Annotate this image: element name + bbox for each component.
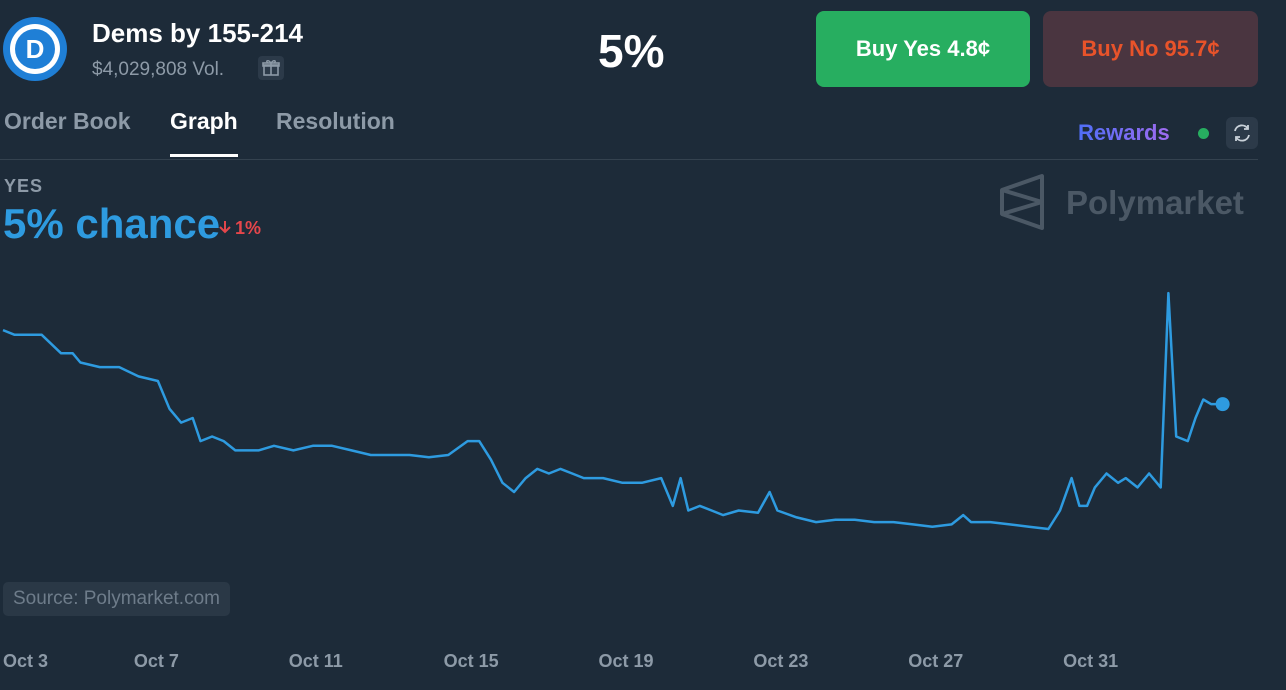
polymarket-logo-icon: [1000, 174, 1044, 230]
tab-resolution[interactable]: Resolution: [276, 108, 395, 134]
refresh-button[interactable]: [1226, 117, 1258, 149]
market-volume: $4,029,808 Vol.: [92, 59, 225, 80]
buy-yes-button[interactable]: Buy Yes 4.8¢: [816, 11, 1030, 87]
buy-no-button[interactable]: Buy No 95.7¢: [1043, 11, 1258, 87]
tab-order-book[interactable]: Order Book: [4, 108, 131, 134]
arrow-down-icon: [219, 218, 231, 239]
x-tick-label: Oct 23: [753, 651, 808, 671]
x-tick-label: Oct 19: [599, 651, 654, 671]
outcome-label: YES: [4, 176, 44, 196]
x-tick-label: Oct 27: [908, 651, 963, 671]
source-label: Source: Polymarket.com: [3, 582, 230, 616]
market-tabs: Order Book Graph Resolution Rewards: [0, 104, 1258, 160]
x-tick-label: Oct 31: [1063, 651, 1118, 671]
live-status-dot: [1198, 128, 1209, 139]
polymarket-wordmark: Polymarket: [1066, 184, 1244, 221]
x-tick-label: Oct 3: [3, 651, 48, 671]
gift-icon[interactable]: [258, 56, 284, 80]
party-logo: D: [3, 17, 67, 81]
market-title[interactable]: Dems by 155-214: [92, 18, 304, 48]
series-line-yes: [2, 291, 1223, 531]
price-change-value: 1%: [235, 218, 262, 238]
active-tab-indicator: [170, 154, 238, 157]
refresh-icon: [1234, 124, 1250, 142]
x-tick-label: Oct 11: [289, 651, 343, 671]
x-tick-label: Oct 15: [444, 651, 499, 671]
current-probability: 5%: [598, 25, 665, 77]
tab-graph[interactable]: Graph: [170, 108, 238, 134]
rewards-link[interactable]: Rewards: [1078, 120, 1170, 145]
x-tick-label: Oct 7: [134, 651, 179, 671]
price-change: 1%: [219, 218, 261, 239]
current-point-marker: [1215, 397, 1230, 412]
party-logo-letter: D: [15, 29, 55, 69]
market-header: D Dems by 155-214 $4,029,808 Vol. 5% Buy…: [0, 0, 1286, 100]
chance-value: 5% chance: [3, 200, 221, 247]
polymarket-watermark: Polymarket: [996, 172, 1256, 232]
